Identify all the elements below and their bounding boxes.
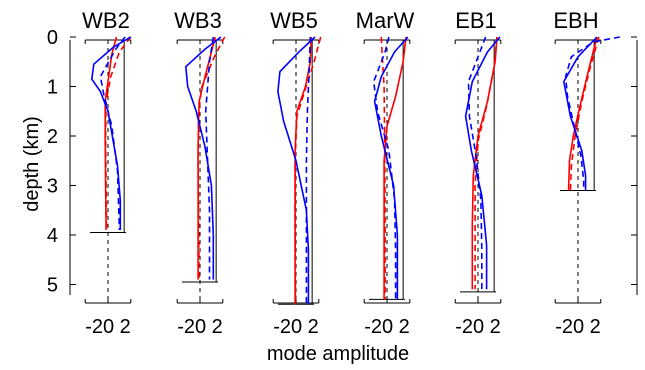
- panel-ebh: EBH -20 2: [553, 8, 620, 338]
- plot-frame: [69, 40, 638, 295]
- mode2-dashed-line: [372, 36, 397, 300]
- mode1-solid-line: [567, 36, 598, 191]
- mode1-dashed-line: [474, 36, 498, 290]
- mode2-dashed-line: [99, 36, 126, 231]
- y-tick-label: 4: [47, 225, 58, 247]
- y-axis-label: depth (km): [21, 116, 43, 212]
- panel-wb2: WB2 -20 2: [82, 8, 132, 338]
- x-tick-label: -20 2: [455, 316, 501, 338]
- mode1-dashed-line: [294, 36, 322, 305]
- panel-title: EB1: [455, 8, 497, 33]
- mode1-dashed-line: [380, 36, 386, 300]
- y-tick-label: 3: [47, 176, 58, 198]
- y-axis-ticks: 0 1 2 3 4 5: [47, 27, 637, 297]
- mode1-solid-line: [383, 36, 407, 300]
- panel-wb3: WB3 -20 2: [174, 8, 226, 338]
- y-tick-label: 1: [47, 77, 58, 99]
- y-tick-label: 0: [47, 27, 58, 49]
- mode2-solid-line: [464, 36, 501, 290]
- mode1-solid-line: [294, 36, 312, 305]
- x-tick-label: -20 2: [177, 316, 223, 338]
- mode1-dashed-line: [569, 36, 600, 191]
- x-tick-label: -20 2: [364, 316, 410, 338]
- panel-title: WB2: [82, 8, 130, 33]
- panel-title: EBH: [553, 8, 598, 33]
- mode2-solid-line: [91, 36, 132, 230]
- x-tick-label: -20 2: [555, 316, 601, 338]
- mode2-dashed-line: [305, 36, 312, 305]
- x-tick-label: -20 2: [273, 316, 319, 338]
- mode1-dashed-line: [197, 36, 226, 280]
- mode2-solid-line: [185, 36, 222, 280]
- panel-eb1: EB1 -20 2: [454, 8, 502, 338]
- mode2-dashed-line: [467, 36, 487, 290]
- mode2-solid-line: [373, 36, 409, 300]
- x-axis-label: mode amplitude: [267, 343, 409, 365]
- panel-title: WB5: [270, 8, 318, 33]
- mode2-solid-line: [563, 36, 598, 191]
- y-tick-label: 2: [47, 126, 58, 148]
- mode2-dashed-line: [204, 36, 215, 280]
- mode2-solid-line: [277, 36, 316, 305]
- mode2-dashed-line: [564, 36, 620, 191]
- panel-wb5: WB5 -20 2: [270, 8, 322, 338]
- panel-title: MarW: [356, 8, 415, 33]
- y-tick-label: 5: [47, 275, 58, 297]
- panel-title: WB3: [174, 8, 222, 33]
- profile-panels: WB2 -20 2 WB3 -20 2 WB5 -20 2 MarW -20 2 EB1 -20 …: [82, 8, 620, 338]
- x-tick-label: -20 2: [85, 316, 131, 338]
- panel-marw: MarW -20 2: [356, 8, 415, 338]
